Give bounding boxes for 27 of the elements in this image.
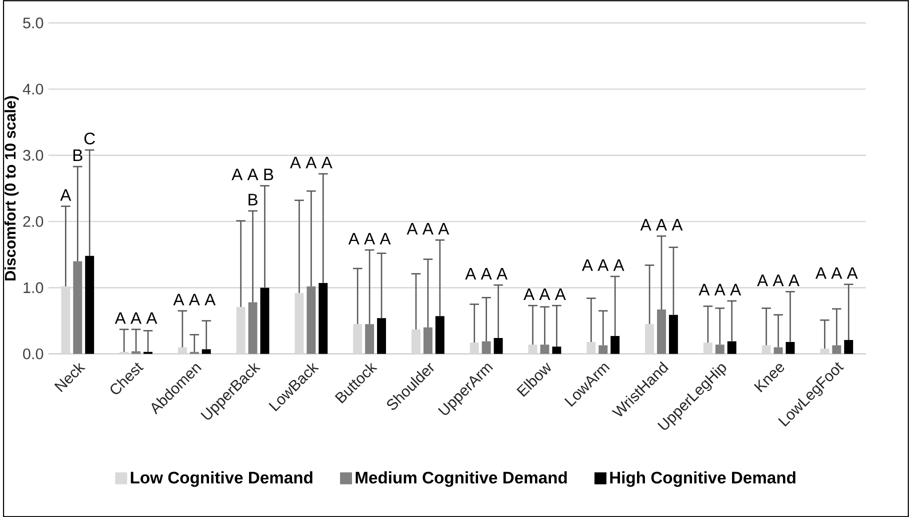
annotation: A A A	[173, 294, 216, 306]
annotation: A A A	[465, 268, 508, 280]
annotation: A A A	[114, 312, 158, 324]
annotation: A A A	[640, 218, 683, 230]
annotation: A A A	[815, 267, 858, 279]
y-tick-label: 1.0	[24, 282, 44, 293]
legend-label: Medium Cognitive Demand	[356, 471, 567, 487]
y-tick-label: 0.0	[23, 348, 44, 360]
annotation: A	[60, 189, 72, 201]
annotation: A A A	[582, 259, 624, 271]
legend-label: High Cognitive Demand	[610, 471, 796, 487]
annotation: A A A	[698, 284, 742, 296]
annotation: A A B	[232, 168, 274, 180]
annotation: A A A	[406, 222, 450, 234]
y-axis-title: Discomfort (0 to 10 scale)	[4, 96, 19, 280]
y-tick-label: 5.0	[23, 17, 44, 28]
annotation: A A A	[348, 232, 391, 244]
y-tick-label: 4.0	[22, 84, 44, 94]
annotation: B	[248, 194, 258, 206]
annotation: B	[73, 149, 82, 161]
annotation: A A A	[524, 288, 566, 300]
annotation: A A A	[757, 274, 800, 286]
annotation: A A A	[290, 156, 332, 168]
annotation: C	[84, 132, 95, 144]
y-tick-label: 2.0	[23, 216, 44, 227]
y-tick-label: 3.0	[23, 150, 44, 161]
legend-label: Low Cognitive Demand	[130, 471, 312, 487]
